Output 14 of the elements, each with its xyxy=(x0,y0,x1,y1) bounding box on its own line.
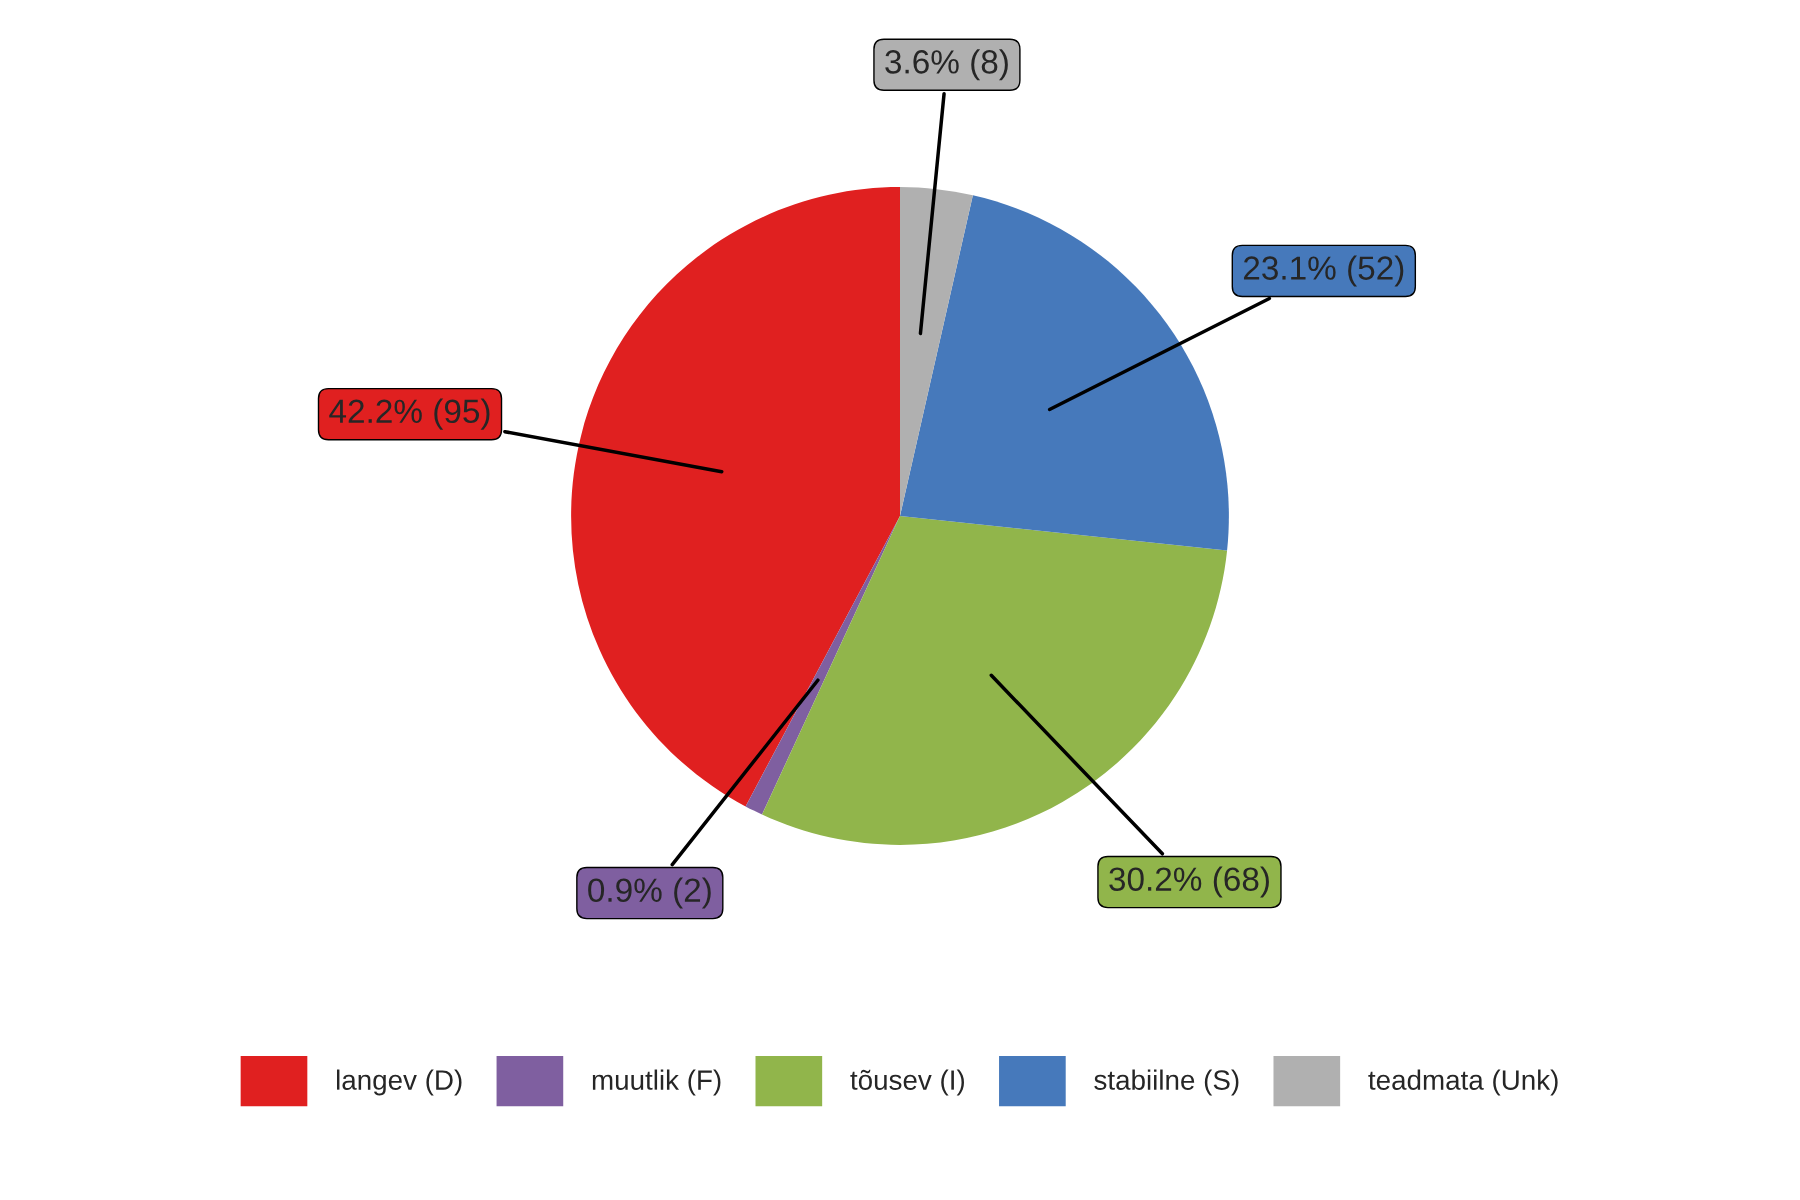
legend-label: tõusev (I) xyxy=(850,1069,964,1096)
legend-label: teadmata (Unk) xyxy=(1368,1069,1558,1096)
legend-label: langev (D) xyxy=(336,1069,462,1096)
pie-slice xyxy=(762,516,1228,845)
pie-slice xyxy=(900,187,973,516)
data-label: 3.6% (8) xyxy=(885,49,1008,81)
data-label: 42.2% (95) xyxy=(329,398,490,430)
legend-label: muutlik (F) xyxy=(592,1069,721,1096)
data-label: 23.1% (52) xyxy=(1243,255,1404,287)
pie-slice xyxy=(900,195,1229,551)
legend-label: stabiilne (S) xyxy=(1094,1069,1239,1096)
data-label: 0.9% (2) xyxy=(588,877,711,909)
data-label: 30.2% (68) xyxy=(1109,866,1269,898)
pie-slice xyxy=(571,187,900,807)
